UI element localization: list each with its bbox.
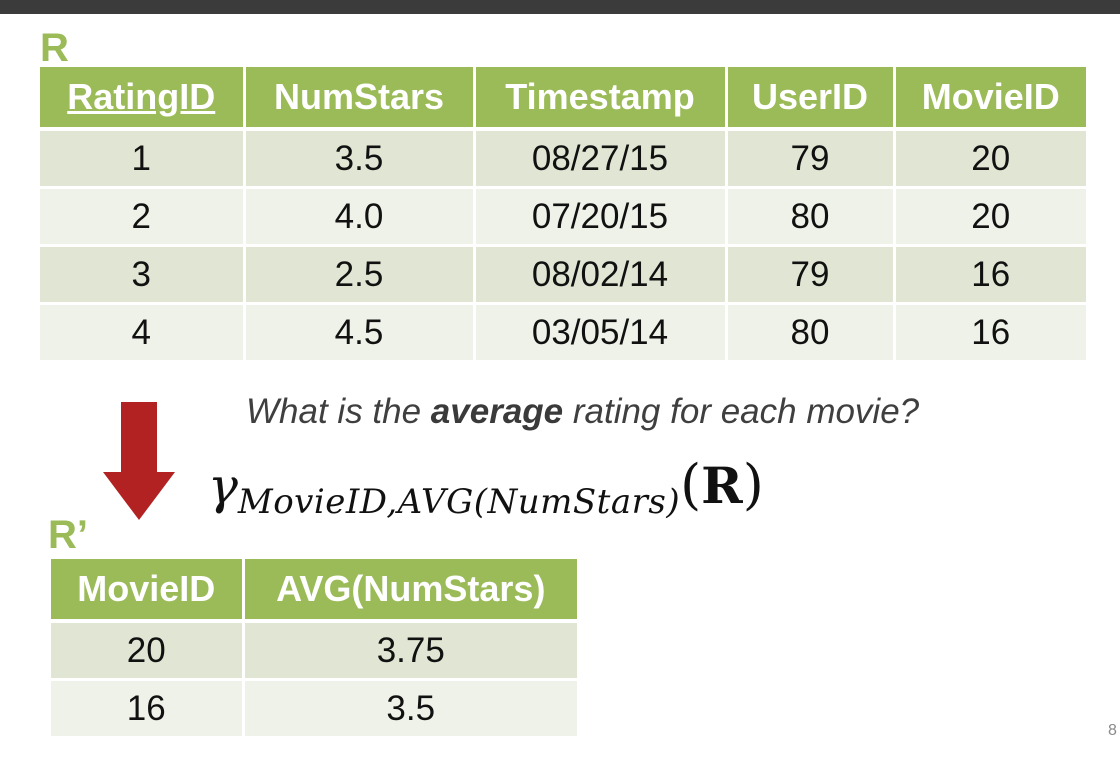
table-cell: 08/02/14	[472, 244, 728, 305]
table-cell: 3.5	[242, 127, 476, 189]
formula-close-paren: )	[742, 453, 764, 516]
column-header-userid: UserID	[724, 67, 896, 131]
table-cell: 16	[892, 302, 1086, 363]
question-prefix: What is the	[246, 392, 431, 431]
question-suffix: rating for each movie?	[563, 392, 920, 431]
relation-r-table: RatingID NumStars Timestamp UserID Movie…	[40, 67, 1086, 363]
table-cell: 80	[724, 302, 896, 363]
table-cell: 79	[724, 244, 896, 305]
relation-r-prime-table: MovieID AVG(NumStars) 20 3.75 16 3.5	[51, 559, 577, 739]
table-cell: 1	[40, 127, 246, 189]
table-cell: 3	[40, 244, 246, 305]
primary-key-label: RatingID	[67, 76, 216, 117]
table-cell: 16	[892, 244, 1086, 305]
table-row: 20 3.75	[51, 619, 577, 681]
table-cell: 20	[51, 619, 245, 681]
table-cell: 20	[892, 127, 1086, 189]
table-row: 2 4.0 07/20/15 80 20	[40, 186, 1086, 247]
table-cell: 4.5	[242, 302, 476, 363]
table-cell: 4.0	[242, 186, 476, 247]
table-cell: 07/20/15	[472, 186, 728, 247]
question-text: What is the average rating for each movi…	[246, 392, 919, 432]
table-row: 1 3.5 08/27/15 79 20	[40, 127, 1086, 189]
table-row: 4 4.5 03/05/14 80 16	[40, 302, 1086, 363]
relation-r-prime-label: R’	[48, 513, 88, 557]
column-header-avg-numstars: AVG(NumStars)	[241, 559, 577, 623]
table-row: 16 3.5	[51, 678, 577, 739]
table-cell: 2	[40, 186, 246, 247]
top-bar	[0, 0, 1120, 14]
column-header-numstars: NumStars	[242, 67, 476, 131]
table-cell: 20	[892, 186, 1086, 247]
gamma-operator: γ	[208, 457, 238, 515]
formula-open-paren: (	[680, 453, 702, 516]
gamma-formula: γMovieID,AVG(NumStars)(R)	[208, 453, 764, 522]
question-emphasis: average	[430, 392, 564, 431]
column-header-movieid: MovieID	[51, 559, 245, 623]
formula-argument: R	[701, 456, 743, 515]
table-header-row: RatingID NumStars Timestamp UserID Movie…	[40, 67, 1086, 131]
table-cell: 3.75	[241, 619, 577, 681]
table-cell: 80	[724, 186, 896, 247]
down-arrow-icon	[103, 402, 175, 520]
page-number: 8	[1108, 722, 1117, 739]
relation-r-label: R	[40, 26, 69, 70]
column-header-movieid: MovieID	[892, 67, 1086, 131]
table-cell: 3.5	[241, 678, 577, 739]
table-row: 3 2.5 08/02/14 79 16	[40, 244, 1086, 305]
table-header-row: MovieID AVG(NumStars)	[51, 559, 577, 623]
table-cell: 08/27/15	[472, 127, 728, 189]
column-header-timestamp: Timestamp	[472, 67, 728, 131]
table-cell: 2.5	[242, 244, 476, 305]
table-cell: 79	[724, 127, 896, 189]
table-cell: 03/05/14	[472, 302, 728, 363]
column-header-ratingid: RatingID	[40, 67, 246, 131]
formula-subscript: MovieID,AVG(NumStars)	[237, 482, 681, 522]
table-cell: 16	[51, 678, 245, 739]
table-cell: 4	[40, 302, 246, 363]
